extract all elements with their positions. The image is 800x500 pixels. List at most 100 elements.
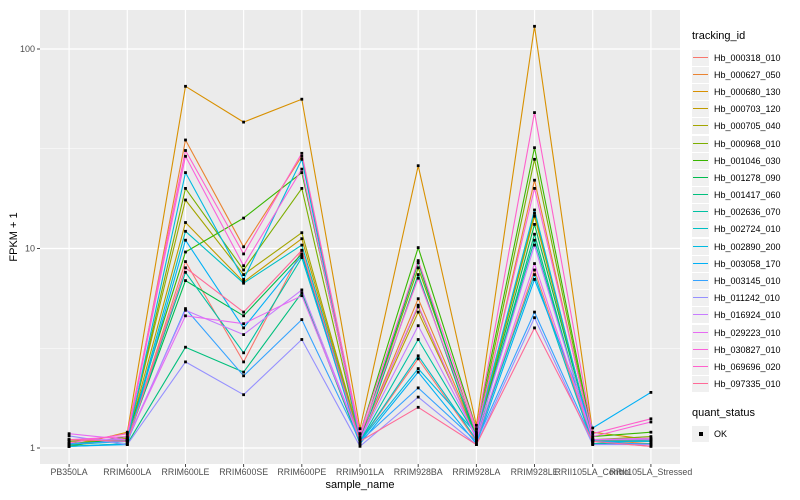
data-point [242, 322, 245, 326]
data-point [533, 223, 536, 226]
data-point [416, 370, 420, 374]
legend-key [692, 187, 709, 204]
legend-item: Hb_001278_090 [692, 169, 798, 186]
legend-key-line-icon [693, 383, 708, 385]
data-point [649, 417, 653, 421]
data-point [184, 84, 187, 88]
quant-status-legend-title: quant_status [692, 406, 755, 419]
data-point [300, 252, 304, 256]
data-point [300, 318, 304, 321]
data-point [416, 310, 420, 314]
data-point [242, 351, 245, 355]
data-point [416, 354, 420, 358]
legend-key-line-icon [693, 108, 708, 110]
x-tick-label: PB350LA [50, 467, 87, 477]
point-marker-icon [698, 432, 703, 437]
data-point [242, 314, 245, 318]
data-point [242, 281, 245, 285]
legend-key [692, 101, 709, 118]
data-point [242, 326, 245, 330]
y-tick-label: 100 [20, 44, 35, 54]
data-point [300, 237, 304, 241]
data-point [533, 111, 536, 114]
data-point [533, 178, 536, 182]
data-point [300, 291, 304, 295]
data-point [125, 432, 129, 436]
data-point [184, 260, 187, 263]
data-point [591, 439, 595, 443]
data-point [533, 238, 536, 242]
data-point [242, 360, 245, 364]
data-point [184, 154, 187, 158]
data-point [416, 395, 420, 399]
data-point [416, 324, 420, 328]
data-point [416, 246, 420, 249]
data-point [67, 432, 71, 436]
x-tick-label: RRIM600SE [219, 467, 268, 477]
data-point [416, 261, 420, 264]
data-point [533, 278, 536, 281]
x-tick-label: RRIM600LA [103, 467, 151, 477]
x-tick-label: RRIM928LE [511, 467, 559, 477]
data-point [475, 435, 478, 438]
data-point [649, 436, 653, 440]
data-point [591, 426, 595, 430]
legend-key-line-icon [693, 211, 708, 213]
legend-key-line-icon [693, 56, 708, 58]
legend-item-label: Hb_000318_010 [714, 52, 781, 63]
x-tick-label: RRIM600LE [161, 467, 209, 477]
quant-status-legend-item: OK [692, 426, 798, 443]
data-point [649, 444, 653, 448]
data-point [125, 439, 129, 443]
legend-item: Hb_003058_170 [692, 255, 798, 272]
quant-status-label: OK [714, 429, 728, 440]
legend-item: Hb_000968_010 [692, 135, 798, 152]
data-point [649, 439, 653, 443]
legend-key-line-icon [693, 314, 708, 316]
legend-item: Hb_011242_010 [692, 290, 798, 307]
data-point [533, 146, 536, 150]
data-point [184, 360, 187, 364]
data-point [300, 231, 304, 235]
legend-item: Hb_001417_060 [692, 187, 798, 204]
legend-item: Hb_069696_020 [692, 358, 798, 375]
legend-item-label: Hb_001278_090 [714, 172, 781, 183]
data-point [416, 305, 420, 309]
data-point [242, 273, 245, 276]
x-tick-label: RRII105LA_Control [555, 467, 631, 477]
data-point [533, 326, 536, 330]
legend-key-line-icon [693, 365, 708, 367]
data-point [416, 259, 420, 262]
legend-item-label: Hb_000705_040 [714, 121, 781, 132]
data-point [533, 268, 536, 272]
data-point [300, 243, 304, 247]
legend-key [692, 358, 709, 375]
data-point [300, 187, 304, 190]
legend-key-line-icon [693, 245, 708, 247]
data-point [300, 256, 304, 259]
legend-item: Hb_097335_010 [692, 376, 798, 393]
legend-key [692, 66, 709, 83]
data-point [416, 266, 420, 270]
data-point [184, 238, 187, 242]
data-point [649, 391, 653, 394]
legend-item: Hb_002636_070 [692, 204, 798, 221]
data-point [125, 435, 129, 438]
legend-item: Hb_000627_050 [692, 66, 798, 83]
legend-item-label: Hb_000968_010 [714, 138, 781, 149]
legend-key [692, 341, 709, 358]
data-point [184, 308, 187, 312]
data-point [184, 138, 187, 142]
data-point [649, 420, 653, 424]
legend-title: tracking_id [692, 30, 746, 42]
legend-key [692, 152, 709, 169]
data-point [416, 164, 420, 168]
data-point [358, 432, 362, 436]
data-point [416, 276, 420, 280]
data-point [475, 430, 478, 434]
legend-item: Hb_000680_130 [692, 83, 798, 100]
data-point [416, 297, 420, 301]
data-point [300, 151, 304, 155]
x-axis-title: sample_name [325, 479, 395, 491]
